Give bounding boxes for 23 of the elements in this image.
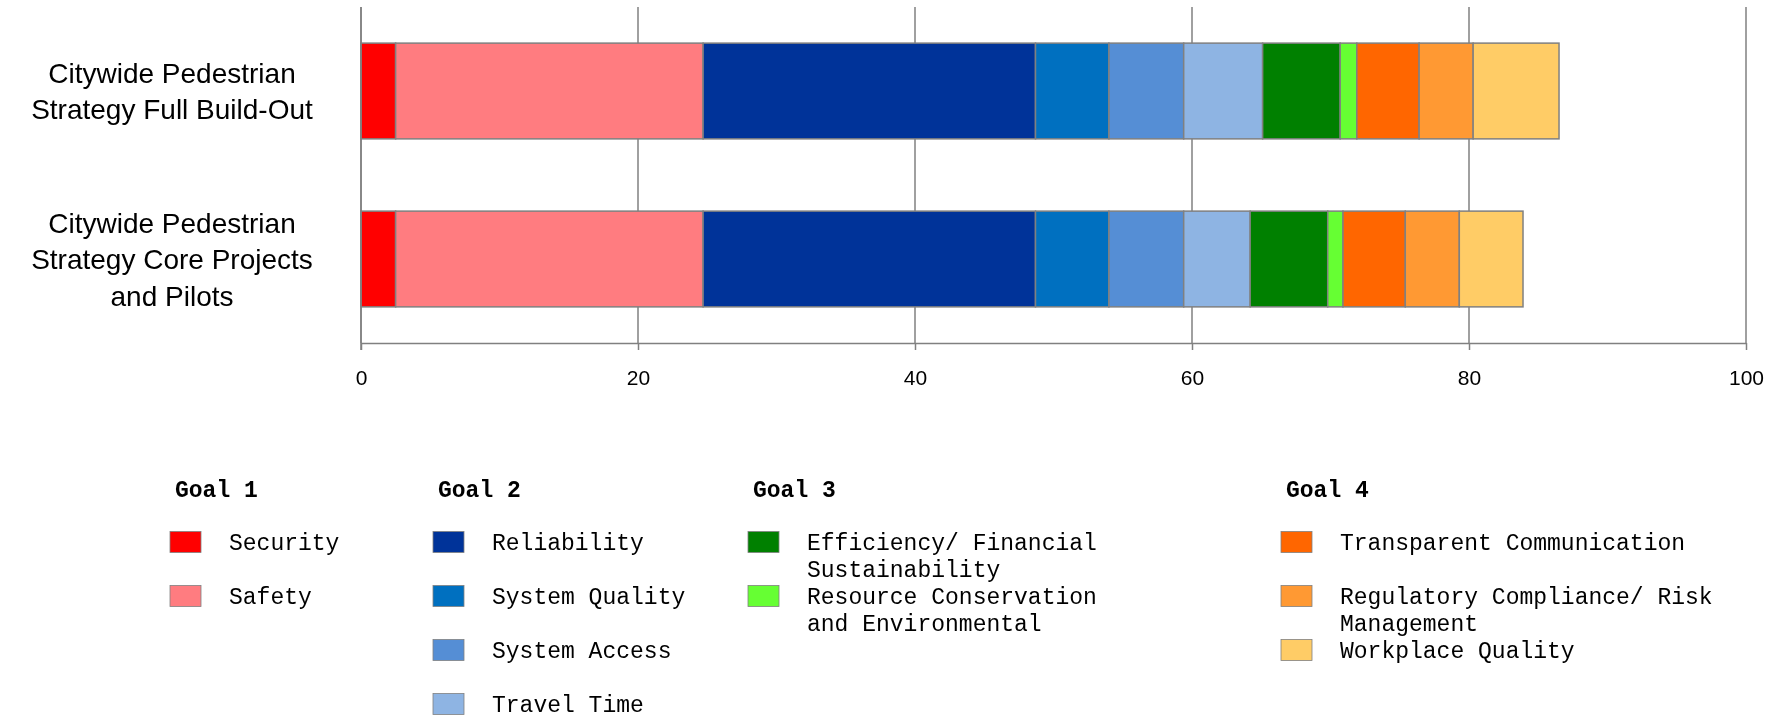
- y-tick-label: Citywide Pedestrian Strategy Core Projects and Pilots: [31, 207, 313, 312]
- text: Goal 2: [438, 478, 521, 504]
- legend-label: System Quality: [492, 585, 686, 611]
- legend-label: Safety: [229, 585, 313, 611]
- text: Goal 4: [1286, 478, 1370, 504]
- legend-label: Transparent Communication: [1340, 531, 1686, 557]
- x-tick-label: 40: [903, 365, 928, 389]
- text: Goal 1: [175, 478, 258, 504]
- x-tick-label: 60: [1180, 365, 1205, 389]
- legend-label: System Access: [492, 639, 672, 665]
- y-tick-label: Citywide Pedestrian Strategy Full Build-Out: [31, 57, 314, 126]
- legend-label: Travel Time: [492, 693, 644, 717]
- x-tick-label: 0: [355, 365, 368, 389]
- legend-label: Reliability: [492, 531, 645, 557]
- legend-label: Regulatory Compliance/ Risk Management: [1340, 585, 1713, 638]
- legend-label: Security: [229, 531, 340, 557]
- x-tick-label: 80: [1457, 365, 1482, 389]
- legend-label: Resource Conservation and Environmental: [807, 585, 1097, 638]
- legend-label: Workplace Quality: [1340, 639, 1575, 665]
- x-tick-label: 20: [626, 365, 651, 389]
- x-tick-label: 100: [1728, 365, 1765, 389]
- legend-label: Efficiency/ Financial Sustainability: [807, 531, 1097, 584]
- text: Goal 3: [753, 478, 836, 504]
